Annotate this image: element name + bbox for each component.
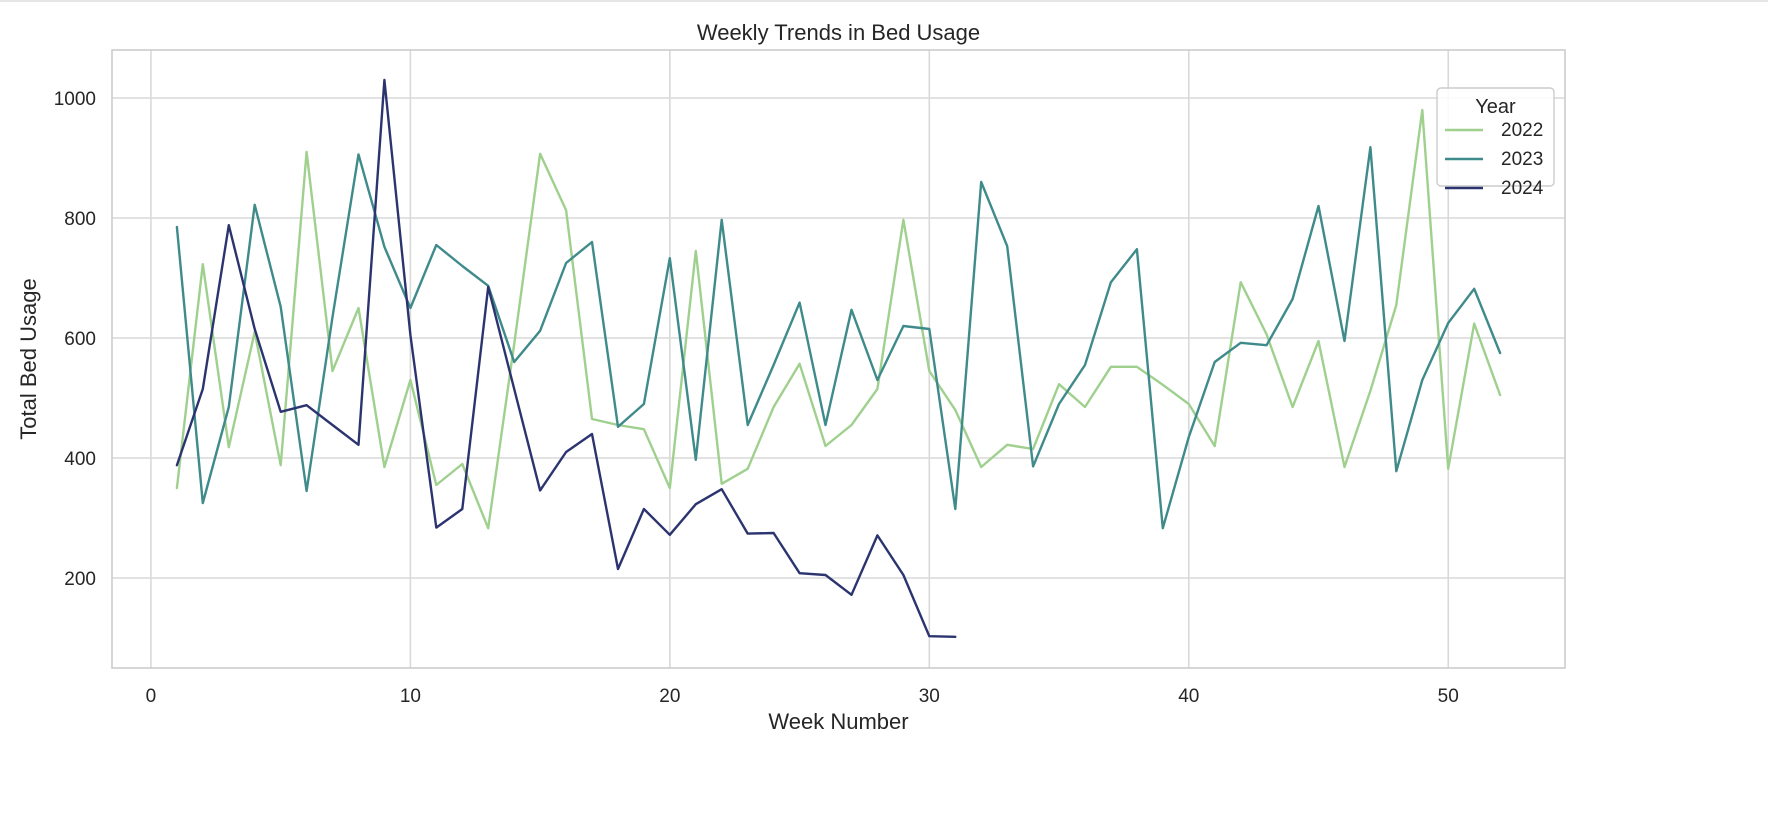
x-tick-label: 10 <box>400 686 421 707</box>
plot-area-frame <box>111 49 1566 669</box>
x-tick-label: 20 <box>659 686 680 707</box>
tick-labels: 0 10 20 30 40 50 200 400 600 800 1000 <box>54 89 1459 707</box>
y-tick-label: 800 <box>64 209 96 230</box>
x-tick-label: 50 <box>1438 686 1459 707</box>
top-border <box>0 0 1768 2</box>
legend-items: 2022 2023 2024 <box>1445 120 1544 199</box>
series-lines <box>175 78 1502 638</box>
y-axis-label: Total Bed Usage <box>16 278 41 439</box>
grid <box>112 50 1565 668</box>
y-tick-label: 1000 <box>54 89 96 110</box>
series-line-2022 <box>175 108 1502 530</box>
legend-label-2024: 2024 <box>1501 178 1544 199</box>
legend-title: Year <box>1475 96 1516 118</box>
chart-title: Weekly Trends in Bed Usage <box>697 20 980 45</box>
x-tick-label: 0 <box>146 686 157 707</box>
x-tick-label: 40 <box>1178 686 1199 707</box>
x-axis-label: Week Number <box>768 709 908 734</box>
legend: Year 2022 2023 2024 <box>1436 87 1555 199</box>
legend-box <box>1436 87 1555 187</box>
series-line-2024 <box>175 78 957 638</box>
x-tick-label: 30 <box>919 686 940 707</box>
legend-label-2022: 2022 <box>1501 120 1543 141</box>
series-line-2023 <box>175 145 1502 530</box>
y-tick-label: 600 <box>64 329 96 350</box>
legend-label-2023: 2023 <box>1501 149 1543 170</box>
y-tick-label: 400 <box>64 449 96 470</box>
y-tick-label: 200 <box>64 569 96 590</box>
